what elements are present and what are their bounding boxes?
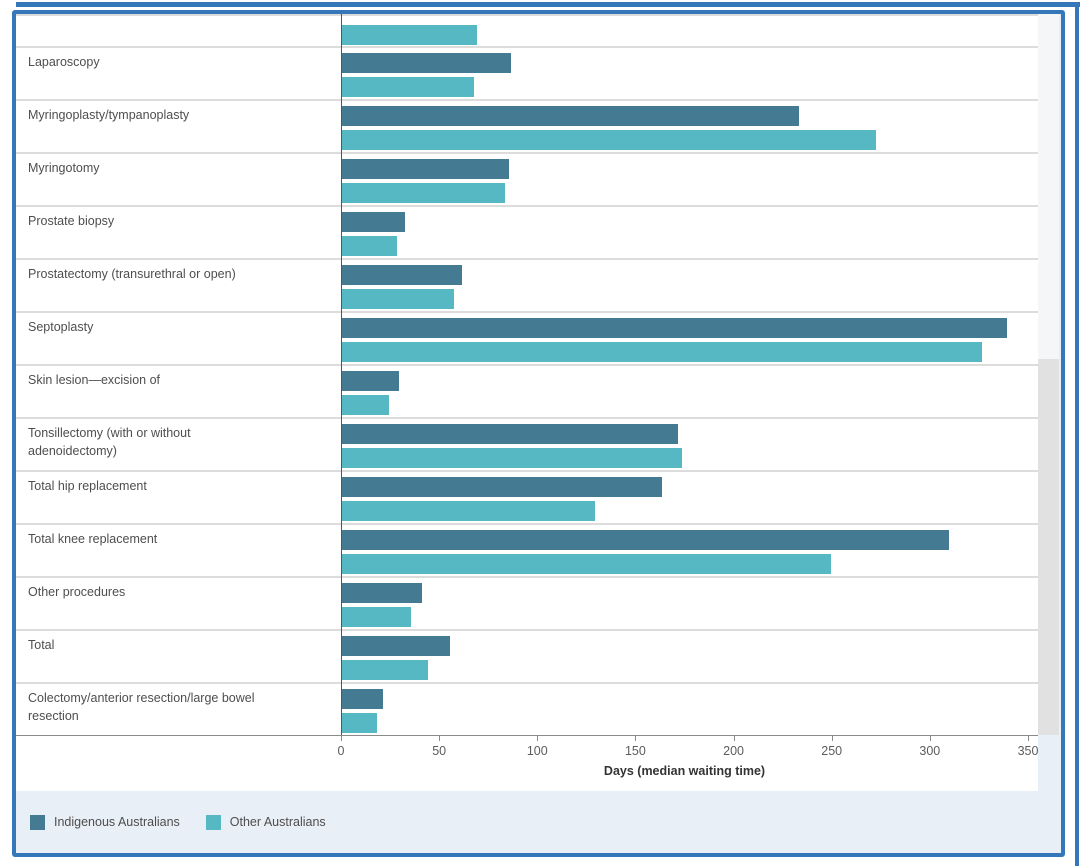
category-label: Septoplasty <box>28 320 94 334</box>
category-label: Tonsillectomy (with or without adenoidec… <box>28 426 191 459</box>
legend-item-label: Other Australians <box>229 815 326 829</box>
category-row: Other procedures <box>16 576 1038 629</box>
scrollbar-track[interactable] <box>1038 14 1059 735</box>
bar-indigenous[interactable] <box>342 636 450 656</box>
bar-indigenous[interactable] <box>342 212 405 232</box>
category-label: Prostatectomy (transurethral or open) <box>28 267 236 281</box>
category-label: Total <box>28 638 55 652</box>
bar-other[interactable] <box>342 236 397 256</box>
x-axis-line <box>16 735 1038 736</box>
legend-item[interactable]: Other Australians <box>205 814 326 830</box>
bar-other[interactable] <box>342 395 390 415</box>
bar-other[interactable] <box>342 660 429 680</box>
category-row: Total hip replacement <box>16 470 1038 523</box>
bar-other[interactable] <box>342 183 505 203</box>
bar-other[interactable] <box>342 713 378 733</box>
category-label: Myringotomy <box>28 161 100 175</box>
category-row: Total knee replacement <box>16 523 1038 576</box>
legend-swatch <box>30 814 45 830</box>
category-row: Skin lesion—excision of <box>16 364 1038 417</box>
x-tick-label: 250 <box>821 744 843 758</box>
category-row: Total <box>16 629 1038 682</box>
category-label: Total knee replacement <box>28 532 158 546</box>
zero-axis-line <box>341 14 342 735</box>
x-tick-label: 50 <box>432 744 447 758</box>
legend-item-label: Indigenous Australians <box>54 815 180 829</box>
category-label: Total hip replacement <box>28 479 147 493</box>
legend-item[interactable]: Indigenous Australians <box>30 814 180 830</box>
bar-other[interactable] <box>342 130 876 150</box>
bar-indigenous[interactable] <box>342 530 949 550</box>
category-row: Laparoscopy <box>16 46 1038 99</box>
x-tick-label: 100 <box>526 744 548 758</box>
category-row: Tonsillectomy (with or without adenoidec… <box>16 417 1038 470</box>
category-row <box>16 14 1038 46</box>
bar-chart: Laparoscopy Myringoplasty/tympanoplasty … <box>16 14 1038 791</box>
x-tick-label: 0 <box>337 744 345 758</box>
bar-other[interactable] <box>342 607 411 627</box>
bar-indigenous[interactable] <box>342 583 423 603</box>
bar-other[interactable] <box>342 554 831 574</box>
outer-right-border <box>1075 2 1079 866</box>
bar-other[interactable] <box>342 25 478 45</box>
category-row: Prostate biopsy <box>16 205 1038 258</box>
category-row: Myringoplasty/tympanoplasty <box>16 99 1038 152</box>
legend-swatch <box>205 814 221 830</box>
category-row: Myringotomy <box>16 152 1038 205</box>
bar-indigenous[interactable] <box>342 424 678 444</box>
bar-indigenous[interactable] <box>342 689 384 709</box>
legend: Indigenous Australians Other Australians <box>16 791 1061 853</box>
scrollbar-thumb[interactable] <box>1038 359 1059 735</box>
outer-top-border <box>16 2 1080 7</box>
bar-indigenous[interactable] <box>342 477 662 497</box>
bar-indigenous[interactable] <box>342 159 509 179</box>
bar-indigenous[interactable] <box>342 53 511 73</box>
category-row: Prostatectomy (transurethral or open) <box>16 258 1038 311</box>
bar-indigenous[interactable] <box>342 106 800 126</box>
category-label: Prostate biopsy <box>28 214 115 228</box>
category-label: Other procedures <box>28 585 126 599</box>
bar-other[interactable] <box>342 289 454 309</box>
bar-indigenous[interactable] <box>342 371 399 391</box>
category-label: Myringoplasty/tympanoplasty <box>28 108 190 122</box>
bar-indigenous[interactable] <box>342 265 462 285</box>
chart-card: Laparoscopy Myringoplasty/tympanoplasty … <box>12 10 1065 857</box>
category-label: Colectomy/anterior resection/large bowel… <box>28 691 255 724</box>
x-tick-label: 300 <box>919 744 941 758</box>
category-label: Skin lesion—excision of <box>28 373 161 387</box>
x-tick-label: 350 <box>1017 744 1039 758</box>
x-tick-label: 200 <box>723 744 744 758</box>
bar-indigenous[interactable] <box>342 318 1008 338</box>
category-row: Septoplasty <box>16 311 1038 364</box>
x-axis-title: Days (median waiting time) <box>603 764 766 778</box>
rows: Laparoscopy Myringoplasty/tympanoplasty … <box>16 14 1038 735</box>
bar-other[interactable] <box>342 77 474 97</box>
bar-other[interactable] <box>342 448 682 468</box>
bar-other[interactable] <box>342 501 596 521</box>
x-tick-label: 150 <box>624 744 646 758</box>
category-row: Colectomy/anterior resection/large bowel… <box>16 682 1038 735</box>
category-label: Laparoscopy <box>28 55 100 69</box>
bar-other[interactable] <box>342 342 982 362</box>
